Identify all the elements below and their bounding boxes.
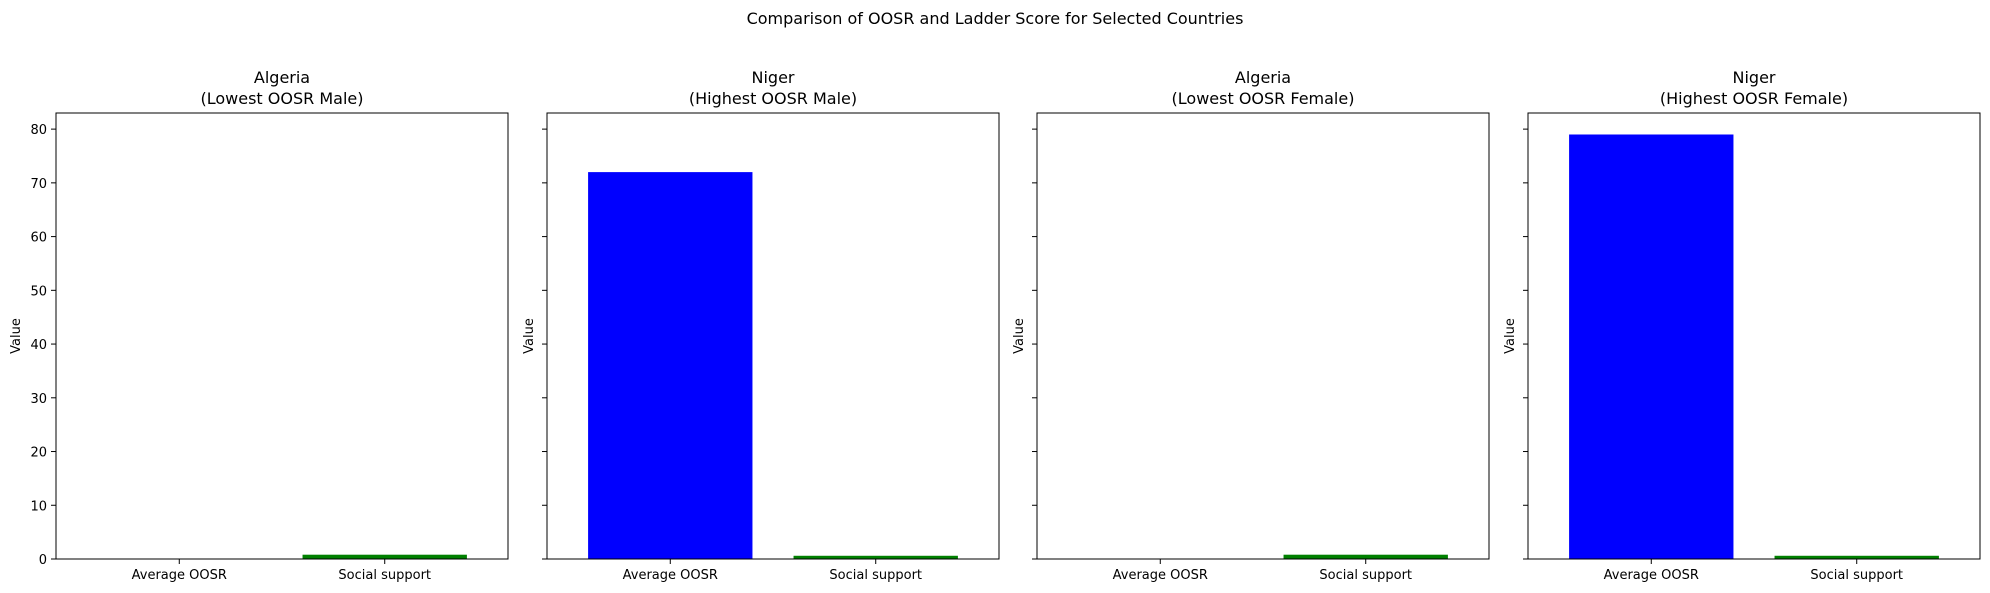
figure-suptitle: Comparison of OOSR and Ladder Score for … (747, 9, 1244, 28)
panel-title-subtitle: (Highest OOSR Male) (689, 89, 857, 108)
plot-frame (546, 112, 1000, 560)
panel-title-subtitle: (Lowest OOSR Female) (1172, 89, 1355, 108)
chart-panel-4: Niger (Highest OOSR Female) Value Average O… (1503, 68, 1981, 583)
y-tick-label: 0 (39, 553, 47, 568)
x-tick-label: Social support (1810, 568, 1903, 583)
plot-frame (1036, 112, 1490, 560)
x-tick-label: Average OOSR (1604, 568, 1699, 583)
chart-panels: Algeria (Lowest OOSR Male) 0 10 20 30 40 50 60 70… (9, 68, 1981, 583)
chart-panel-2: Niger (Highest OOSR Male) Value Average OOS… (522, 68, 1000, 583)
bar-1 (1569, 134, 1734, 560)
panel-title-country: Algeria (1235, 68, 1291, 87)
x-tick-label: Social support (1319, 568, 1412, 583)
y-axis-label: Value (1012, 318, 1027, 354)
x-tick-label: Social support (338, 568, 431, 583)
chart-panel-3: Algeria (Lowest OOSR Female) Value Average … (1012, 68, 1490, 583)
x-tick-label: Social support (829, 568, 922, 583)
chart-panel-1: Algeria (Lowest OOSR Male) 0 10 20 30 40 50 60 70… (9, 68, 509, 583)
y-axis-label: Value (9, 318, 24, 354)
x-tick-label: Average OOSR (132, 568, 227, 583)
y-tick-label: 40 (30, 338, 47, 353)
x-tick-label: Average OOSR (623, 568, 718, 583)
y-tick-label: 10 (30, 499, 47, 514)
bar-2 (1283, 554, 1448, 559)
plot-frame (55, 112, 509, 560)
bar-1 (588, 172, 753, 559)
y-axis-label: Value (1503, 318, 1518, 354)
bar-2 (1774, 555, 1939, 559)
bar-2 (793, 555, 958, 559)
bar-2 (302, 554, 467, 559)
panel-title-subtitle: (Highest OOSR Female) (1660, 89, 1848, 108)
x-tick-label: Average OOSR (1113, 568, 1208, 583)
y-tick-label: 20 (30, 446, 47, 461)
panel-title-country: Algeria (254, 68, 310, 87)
y-tick-label: 70 (30, 177, 47, 192)
y-axis-label: Value (522, 318, 537, 354)
panel-title-country: Niger (1733, 68, 1776, 87)
y-tick-label: 30 (30, 392, 47, 407)
plot-frame (1527, 112, 1981, 560)
panel-title-subtitle: (Lowest OOSR Male) (201, 89, 364, 108)
y-tick-label: 50 (30, 284, 47, 299)
y-tick-label: 80 (30, 123, 47, 138)
panel-title-country: Niger (752, 68, 795, 87)
y-tick-label: 60 (30, 231, 47, 246)
